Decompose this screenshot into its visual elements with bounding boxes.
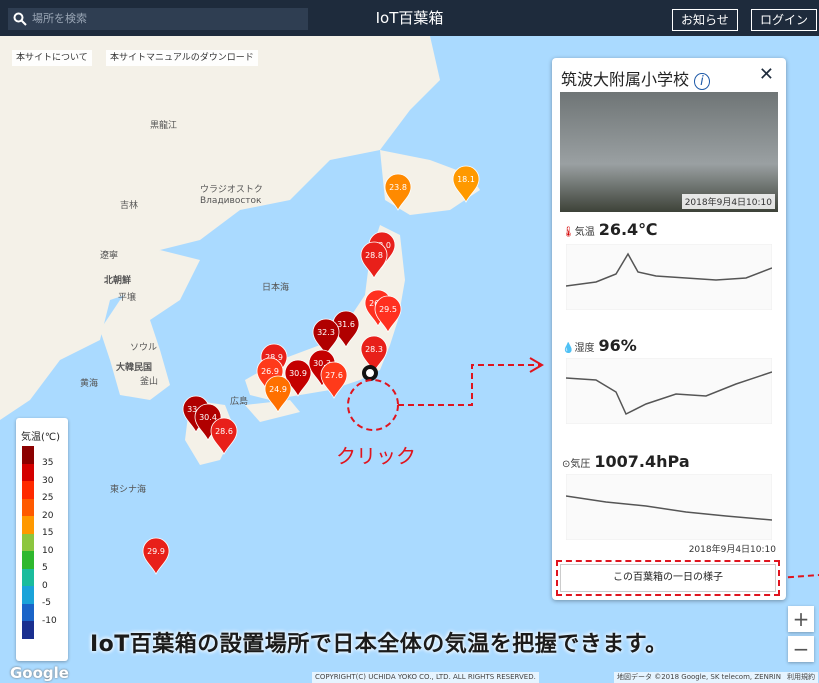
humidity-icon: 💧 <box>562 343 574 354</box>
legend-label: 20 <box>42 511 53 521</box>
zoom-in[interactable]: + <box>788 606 814 632</box>
map-label: ウラジオストク <box>200 184 263 195</box>
google-logo: Google <box>10 664 69 682</box>
map-label: 広島 <box>230 395 248 407</box>
pressure-value: 1007.4hPa <box>594 452 689 471</box>
marker-value: 18.1 <box>457 175 475 184</box>
map-label: ソウル <box>130 342 157 353</box>
zoom-out[interactable]: − <box>788 636 814 662</box>
banner: IoT百葉箱の設置場所で日本全体の気温を把握できます。 <box>90 626 668 658</box>
marker-value: 30.9 <box>289 369 307 378</box>
marker-value: 29.5 <box>379 305 397 314</box>
marker-value: 23.8 <box>389 183 407 192</box>
map-label: 日本海 <box>262 281 289 293</box>
login-button[interactable]: ログイン <box>751 9 817 31</box>
about-link[interactable]: 本サイトについて <box>12 50 92 66</box>
map-label: 吉林 <box>120 199 138 211</box>
legend-label: 25 <box>42 493 53 503</box>
humidity-chart <box>566 358 772 424</box>
annotation: クリック <box>336 440 416 469</box>
day-highlight <box>556 560 780 596</box>
pressure-label: 気圧 <box>570 459 590 470</box>
top-bar: 場所を検索 IoT百葉箱 お知らせ ログイン <box>0 0 819 36</box>
legend-swatch <box>22 499 34 517</box>
station-name: 筑波大附属小学校 <box>561 70 689 89</box>
station-title: 筑波大附属小学校 i <box>561 66 710 90</box>
temp-label: 気温 <box>575 227 595 238</box>
legend-swatch <box>22 586 34 604</box>
temp-reading: 🌡気温 26.4℃ <box>562 220 658 239</box>
marker-value: 28.8 <box>365 251 383 260</box>
marker-value: 32.3 <box>317 328 335 337</box>
pressure-reading: ⊙気圧1007.4hPa <box>562 452 690 471</box>
legend-label: -10 <box>42 616 57 626</box>
legend-swatch <box>22 621 34 639</box>
station-panel: 筑波大附属小学校 i ✕ 2018年9月4日10:10 🌡気温 26.4℃ 💧湿度… <box>552 58 786 600</box>
search-box[interactable]: 場所を検索 <box>8 8 308 30</box>
manual-link[interactable]: 本サイトマニュアルのダウンロード <box>106 50 258 66</box>
marker-value: 29.9 <box>147 547 165 556</box>
humidity-reading: 💧湿度 96% <box>562 336 637 355</box>
legend-label: 15 <box>42 528 53 538</box>
humidity-label: 湿度 <box>574 343 594 354</box>
map-label: 黒龍江 <box>150 119 177 131</box>
legend-swatch <box>22 534 34 552</box>
map-label: Владивосток <box>200 196 262 206</box>
info-icon[interactable]: i <box>694 73 710 90</box>
map-label: 東シナ海 <box>110 483 146 495</box>
close-button[interactable]: ✕ <box>759 64 774 85</box>
legend-swatch <box>22 481 34 499</box>
marker-value: 26.9 <box>261 367 279 376</box>
marker-value: 24.9 <box>269 385 287 394</box>
map-label: 北朝鮮 <box>104 274 131 286</box>
map-data: 地図データ ©2018 Google, SK telecom, ZENRIN <box>614 672 784 683</box>
news-button[interactable]: お知らせ <box>672 9 738 31</box>
search-placeholder: 場所を検索 <box>32 12 87 25</box>
terms-link[interactable]: 利用規約 <box>784 672 818 683</box>
temp-value: 26.4℃ <box>599 220 658 239</box>
legend-swatch <box>22 551 34 569</box>
legend-swatch <box>22 516 34 534</box>
legend-swatch <box>22 604 34 622</box>
legend: 気温(℃) 35 30 25 20 15 10 5 0 -5 -10 <box>16 418 68 661</box>
panel-time: 2018年9月4日10:10 <box>689 542 776 555</box>
copyright: COPYRIGHT(C) UCHIDA YOKO CO., LTD. ALL R… <box>312 672 539 683</box>
marker-value: 28.3 <box>365 345 383 354</box>
map-label: 遼寧 <box>100 249 118 261</box>
legend-swatch <box>22 569 34 587</box>
marker-value: 27.6 <box>325 371 343 380</box>
map-label: 大韓民国 <box>116 361 152 373</box>
app: 黒龍江吉林 ウラジオストクВладивосток 遼寧北朝鮮平壌ソウル大韓民国釜山 黄… <box>0 0 819 683</box>
pressure-chart <box>566 474 772 540</box>
photo-time: 2018年9月4日10:10 <box>682 194 775 209</box>
humidity-value: 96% <box>598 336 636 355</box>
map-label: 黄海 <box>80 377 98 389</box>
search-icon <box>13 12 27 26</box>
map-label: 平壌 <box>118 291 136 303</box>
temp-chart <box>566 244 772 310</box>
legend-title: 気温(℃) <box>21 428 60 443</box>
legend-swatch <box>22 446 34 464</box>
map-label: 釜山 <box>140 375 158 387</box>
station-photo: 2018年9月4日10:10 <box>560 92 778 212</box>
legend-label: 0 <box>42 581 48 591</box>
legend-label: 35 <box>42 458 53 468</box>
legend-label: 5 <box>42 563 48 573</box>
marker-value: 30.4 <box>199 413 217 422</box>
legend-label: 30 <box>42 476 53 486</box>
marker-value: 31.6 <box>337 320 355 329</box>
legend-swatch <box>22 464 34 482</box>
selected-marker <box>364 367 376 379</box>
legend-label: 10 <box>42 546 53 556</box>
marker-value: 28.6 <box>215 427 233 436</box>
legend-label: -5 <box>42 598 51 608</box>
temp-icon: 🌡 <box>562 227 575 238</box>
